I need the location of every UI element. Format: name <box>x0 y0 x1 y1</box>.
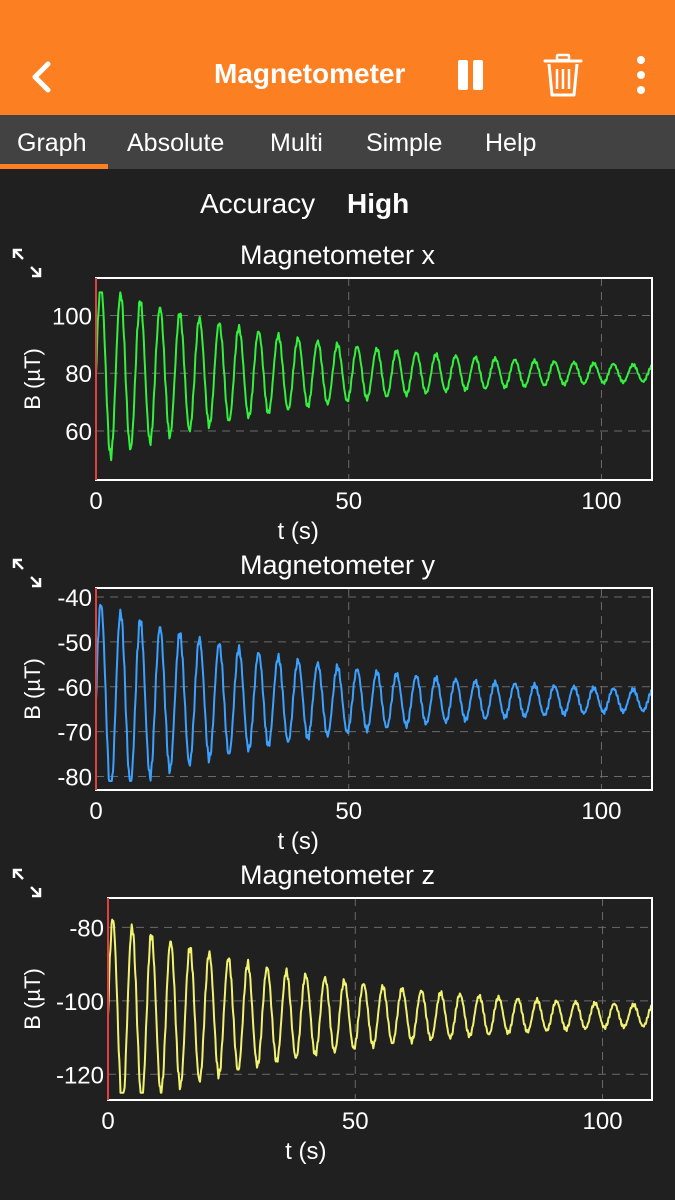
x-axis-label: t (s) <box>278 828 319 855</box>
overflow-menu-button[interactable] <box>626 52 656 98</box>
graph-x-title: Magnetometer x <box>239 240 436 270</box>
magnetometer-z-chart[interactable]: -120 -100 -80 0 50 100 t (s) B (µT) <box>0 890 675 1170</box>
y-tick-label: -40 <box>57 585 92 612</box>
x-tick-label: 0 <box>89 488 102 515</box>
y-tick-label: 100 <box>52 304 92 331</box>
more-vertical-icon <box>637 56 645 94</box>
y-tick-label: -120 <box>56 1062 104 1089</box>
y-tick-label: -80 <box>69 915 104 942</box>
accuracy-value: High <box>347 188 410 219</box>
y-tick-label: -60 <box>57 675 92 702</box>
y-axis-label: B (µT) <box>20 658 45 720</box>
y-tick-label: -70 <box>57 720 92 747</box>
y-tick-label: -100 <box>56 989 104 1016</box>
y-tick-label: -80 <box>57 765 92 792</box>
chevron-left-icon <box>32 61 51 93</box>
x-axis-label: t (s) <box>278 518 319 545</box>
back-button[interactable] <box>22 56 62 100</box>
x-tick-label: 50 <box>342 1108 369 1135</box>
graph-z-title: Magnetometer z <box>239 860 436 890</box>
delete-button[interactable] <box>540 52 586 100</box>
x-tick-label: 50 <box>335 488 362 515</box>
tab-graph[interactable]: Graph <box>17 129 87 157</box>
magnetometer-y-chart[interactable]: -80 -70 -60 -50 -40 0 50 100 t (s) B (µT) <box>0 580 675 860</box>
x-axis-label: t (s) <box>285 1138 326 1165</box>
trash-icon <box>543 53 583 97</box>
page-title: Magnetometer <box>214 58 406 89</box>
magnetometer-x-chart[interactable]: 60 80 100 0 50 100 t (s) B (µT) <box>0 270 675 550</box>
y-tick-label: 80 <box>65 361 92 388</box>
y-axis-label: B (µT) <box>20 348 45 410</box>
plot-area <box>96 278 652 480</box>
tab-simple[interactable]: Simple <box>366 129 443 157</box>
expand-icon[interactable] <box>10 866 44 900</box>
y-tick-label: -50 <box>57 630 92 657</box>
tab-multi[interactable]: Multi <box>270 129 323 157</box>
series-line <box>95 291 653 462</box>
x-tick-label: 50 <box>335 798 362 825</box>
graph-y-title: Magnetometer y <box>239 550 436 580</box>
tab-help[interactable]: Help <box>485 129 537 157</box>
x-tick-label: 0 <box>89 798 102 825</box>
x-tick-label: 100 <box>581 488 621 515</box>
accuracy-label: Accuracy <box>200 188 316 219</box>
pause-button[interactable] <box>452 54 492 98</box>
series-line <box>107 918 653 1094</box>
app-toolbar: Magnetometer <box>0 0 675 115</box>
expand-icon[interactable] <box>10 556 44 590</box>
series-line <box>95 603 653 782</box>
x-tick-label: 0 <box>101 1108 114 1135</box>
y-tick-label: 60 <box>65 419 92 446</box>
pause-icon <box>458 60 483 90</box>
x-tick-label: 100 <box>581 798 621 825</box>
expand-icon[interactable] <box>10 246 44 280</box>
x-tick-label: 100 <box>583 1108 623 1135</box>
y-axis-label: B (µT) <box>20 968 45 1030</box>
tab-absolute[interactable]: Absolute <box>127 129 225 157</box>
active-tab-indicator <box>0 164 108 169</box>
tab-bar: Graph Absolute Multi Simple Help <box>0 115 675 169</box>
